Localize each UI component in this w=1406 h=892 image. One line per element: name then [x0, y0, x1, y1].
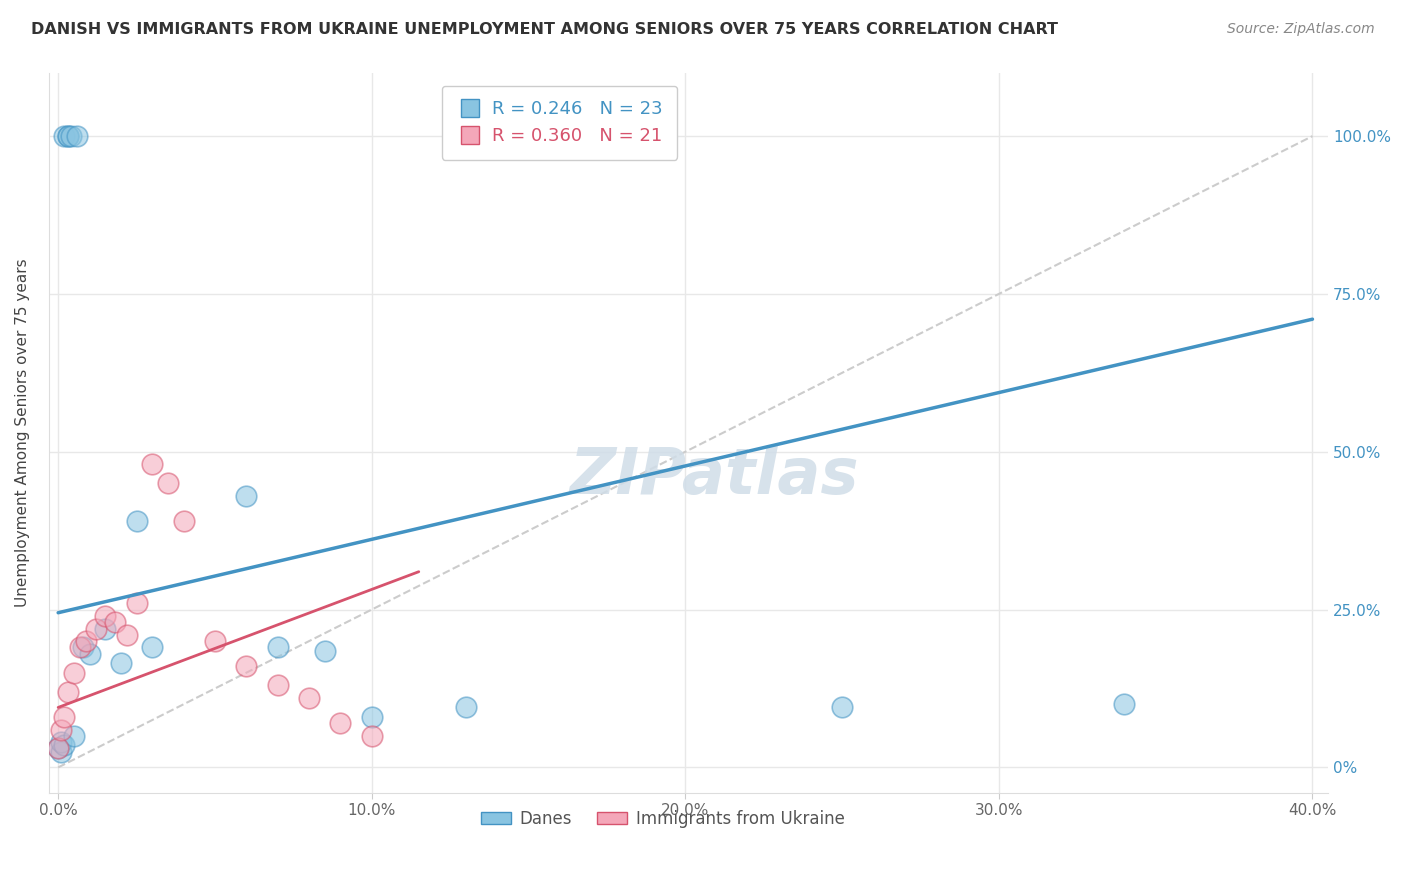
Point	[125, 514, 148, 528]
Point	[59, 129, 82, 144]
Point	[51, 723, 73, 737]
Point	[110, 657, 132, 671]
Point	[69, 640, 91, 655]
Point	[63, 665, 86, 680]
Text: Source: ZipAtlas.com: Source: ZipAtlas.com	[1227, 22, 1375, 37]
Text: ZIPatlas: ZIPatlas	[569, 445, 859, 507]
Point	[94, 608, 117, 623]
Point	[66, 129, 89, 144]
Point	[51, 735, 73, 749]
Point	[72, 640, 94, 655]
Point	[46, 741, 69, 756]
Point	[204, 634, 226, 648]
Point	[360, 729, 382, 743]
Point	[53, 739, 76, 753]
Point	[53, 129, 76, 144]
Point	[173, 514, 195, 528]
Point	[56, 129, 79, 144]
Point	[84, 622, 107, 636]
Text: DANISH VS IMMIGRANTS FROM UKRAINE UNEMPLOYMENT AMONG SENIORS OVER 75 YEARS CORRE: DANISH VS IMMIGRANTS FROM UKRAINE UNEMPL…	[31, 22, 1057, 37]
Point	[104, 615, 127, 630]
Point	[94, 622, 117, 636]
Point	[53, 710, 76, 724]
Point	[831, 700, 853, 714]
Point	[141, 458, 163, 472]
Point	[235, 489, 257, 503]
Point	[51, 745, 73, 759]
Point	[115, 628, 138, 642]
Y-axis label: Unemployment Among Seniors over 75 years: Unemployment Among Seniors over 75 years	[15, 259, 30, 607]
Point	[329, 716, 352, 731]
Point	[266, 640, 288, 655]
Point	[454, 700, 477, 714]
Point	[125, 596, 148, 610]
Point	[75, 634, 97, 648]
Point	[46, 741, 69, 756]
Point	[56, 684, 79, 698]
Legend: Danes, Immigrants from Ukraine: Danes, Immigrants from Ukraine	[475, 804, 851, 835]
Point	[235, 659, 257, 673]
Point	[266, 678, 288, 692]
Point	[1114, 698, 1136, 712]
Point	[314, 643, 336, 657]
Point	[141, 640, 163, 655]
Point	[156, 476, 179, 491]
Point	[79, 647, 101, 661]
Point	[360, 710, 382, 724]
Point	[56, 129, 79, 144]
Point	[63, 729, 86, 743]
Point	[298, 690, 321, 705]
